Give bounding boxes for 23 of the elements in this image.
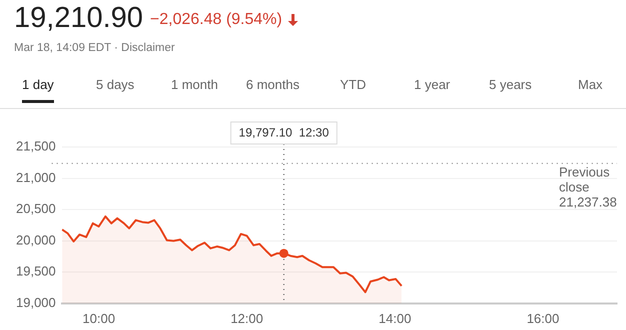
text: Max [578,77,603,92]
y-tick-label: 21,000 [16,170,56,185]
x-tick-label: 10:00 [82,310,116,326]
x-tick-label: 14:00 [378,310,412,326]
text: 1 year [414,77,450,92]
x-tick-label: 16:00 [526,310,560,326]
y-tick-label: 20,500 [16,201,56,216]
chart-subtitle: −2,026.48 (9.54%) [150,11,282,29]
text: 1 month [171,77,218,92]
text: 5 days [96,77,134,92]
text: Mar 18, 14:09 EDT · Disclaimer [14,42,175,54]
text: 5 years [489,77,532,92]
text: 6 months [246,77,300,92]
ref-line-label: Previous close 21,237.38 [559,164,617,210]
y-tick-label: 19,000 [16,294,56,310]
y-tick-label: 19,500 [16,264,56,279]
text: 19,797.10 12:30 [238,125,330,140]
y-tick-label: 20,000 [16,232,56,248]
x-tick-label: 12:00 [230,310,264,326]
text: 1 day [22,77,54,103]
y-tick-label: 21,500 [16,138,56,154]
chart-title: 19,210.90 [14,2,144,35]
text: YTD [340,77,366,92]
